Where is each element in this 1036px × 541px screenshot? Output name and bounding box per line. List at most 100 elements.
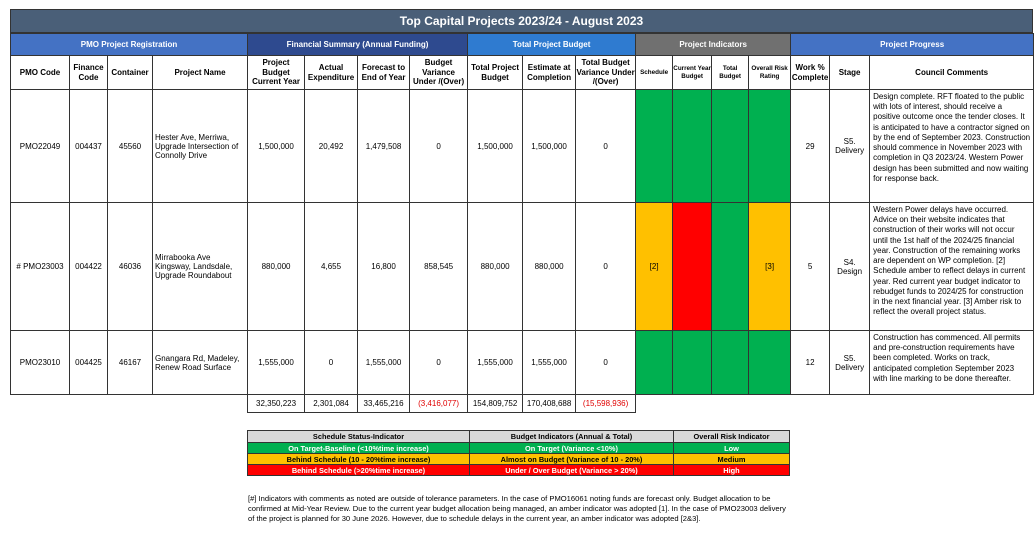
actual-expenditure-cell: 4,655 xyxy=(304,202,359,331)
project-name-cell: Hester Ave, Merriwa, Upgrade Intersectio… xyxy=(151,89,249,203)
col-schedule: Schedule xyxy=(635,55,674,90)
pmo-code-cell: PMO22049 xyxy=(10,89,70,203)
pmo-code-cell: PMO23010 xyxy=(10,330,70,395)
current-year-budget-indicator xyxy=(672,202,713,331)
legend-schedule-amber: Behind Schedule (10 - 20%time increase) xyxy=(247,453,470,465)
report-title: Top Capital Projects 2023/24 - August 20… xyxy=(10,9,1033,33)
total-project-budget-sum: 32,350,223 xyxy=(247,394,306,413)
work-complete-cell: 5 xyxy=(790,202,831,331)
legend-schedule-red: Behind Schedule (>20%time increase) xyxy=(247,464,470,476)
total-total-project-budget-sum: 154,809,752 xyxy=(467,394,524,413)
legend-header-budget: Budget Indicators (Annual & Total) xyxy=(469,430,674,443)
estimate-completion-cell: 1,555,000 xyxy=(522,330,577,395)
legend-schedule-green: On Target-Baseline (<10%time increase) xyxy=(247,442,470,454)
schedule-indicator xyxy=(635,330,674,395)
legend-risk-low: Low xyxy=(673,442,790,454)
footnote: [#] Indicators with comments as noted ar… xyxy=(248,494,786,523)
total-actual-expenditure-sum: 2,301,084 xyxy=(304,394,359,413)
col-total-budget-variance: Total Budget Variance Under /(Over) xyxy=(575,55,637,90)
col-budget-variance: Budget Variance Under /(Over) xyxy=(409,55,469,90)
overall-risk-indicator xyxy=(748,330,792,395)
col-pmo-code: PMO Code xyxy=(10,55,70,90)
project-budget-cell: 880,000 xyxy=(247,202,306,331)
council-comment-cell: Design complete. RFT floated to the publ… xyxy=(869,89,1035,203)
col-container: Container xyxy=(107,55,153,90)
total-total-budget-variance-sum: (15,598,936) xyxy=(575,394,637,413)
project-budget-cell: 1,500,000 xyxy=(247,89,306,203)
total-project-budget-cell: 880,000 xyxy=(467,202,524,331)
pmo-code-cell: # PMO23003 xyxy=(10,202,70,331)
group-financial-summary: Financial Summary (Annual Funding) xyxy=(247,33,469,56)
estimate-completion-cell: 880,000 xyxy=(522,202,577,331)
totals-row: 32,350,223 2,301,084 33,465,216 (3,416,0… xyxy=(11,394,1034,413)
stage-cell: S5. Delivery xyxy=(829,89,871,203)
total-project-budget-cell: 1,555,000 xyxy=(467,330,524,395)
total-budget-variance-cell: 0 xyxy=(575,330,637,395)
estimate-completion-cell: 1,500,000 xyxy=(522,89,577,203)
finance-code-cell: 004425 xyxy=(69,330,108,395)
total-budget-indicator xyxy=(711,330,750,395)
legend-budget-amber: Almost on Budget (Variance of 10 - 20%) xyxy=(469,453,674,465)
total-budget-variance-cell: 0 xyxy=(575,202,637,331)
total-estimate-completion-sum: 170,408,688 xyxy=(522,394,577,413)
work-complete-cell: 29 xyxy=(790,89,831,203)
container-cell: 46036 xyxy=(107,202,153,331)
current-year-budget-indicator xyxy=(672,330,713,395)
budget-variance-cell: 0 xyxy=(409,89,469,203)
stage-cell: S4. Design xyxy=(829,202,871,331)
total-forecast-sum: 33,465,216 xyxy=(357,394,411,413)
overall-risk-indicator: [3] xyxy=(748,202,792,331)
table-row: # PMO23003 004422 46036 Mirrabooka Ave K… xyxy=(10,202,1035,331)
total-budget-variance-cell: 0 xyxy=(575,89,637,203)
legend-header-risk: Overall Risk Indicator xyxy=(673,430,790,443)
legend-risk-medium: Medium xyxy=(673,453,790,465)
group-pmo-registration: PMO Project Registration xyxy=(9,33,249,56)
actual-expenditure-cell: 0 xyxy=(304,330,359,395)
col-current-year-budget: Current Year Budget xyxy=(672,55,713,90)
col-total-project-budget: Total Project Budget xyxy=(467,55,524,90)
forecast-cell: 1,479,508 xyxy=(357,89,411,203)
budget-variance-cell: 858,545 xyxy=(409,202,469,331)
legend-risk-high: High xyxy=(673,464,790,476)
container-cell: 46167 xyxy=(107,330,153,395)
forecast-cell: 16,800 xyxy=(357,202,411,331)
schedule-indicator xyxy=(635,89,674,203)
group-project-indicators: Project Indicators xyxy=(635,33,792,56)
col-forecast: Forecast to End of Year xyxy=(357,55,411,90)
project-budget-cell: 1,555,000 xyxy=(247,330,306,395)
council-comment-cell: Construction has commenced. All permits … xyxy=(869,330,1035,395)
finance-code-cell: 004437 xyxy=(69,89,108,203)
col-project-budget: Project Budget Current Year xyxy=(247,55,306,90)
total-budget-indicator xyxy=(711,202,750,331)
col-overall-risk: Overall Risk Rating xyxy=(748,55,792,90)
col-total-budget: Total Budget xyxy=(711,55,750,90)
council-comment-cell: Western Power delays have occurred. Advi… xyxy=(869,202,1035,331)
col-stage: Stage xyxy=(829,55,871,90)
col-actual-expenditure: Actual Expenditure xyxy=(304,55,359,90)
total-project-budget-cell: 1,500,000 xyxy=(467,89,524,203)
legend-budget-green: On Target (Variance <10%) xyxy=(469,442,674,454)
col-council-comments: Council Comments xyxy=(869,55,1035,90)
forecast-cell: 1,555,000 xyxy=(357,330,411,395)
col-finance-code: Finance Code xyxy=(69,55,108,90)
stage-cell: S5. Delivery xyxy=(829,330,871,395)
col-project-name: Project Name xyxy=(151,55,249,90)
work-complete-cell: 12 xyxy=(790,330,831,395)
legend-header-schedule: Schedule Status-Indicator xyxy=(247,430,470,443)
finance-code-cell: 004422 xyxy=(69,202,108,331)
total-budget-variance-sum: (3,416,077) xyxy=(409,394,469,413)
indicator-legend: Schedule Status-Indicator Budget Indicat… xyxy=(247,430,790,476)
project-name-cell: Gnangara Rd, Madeley, Renew Road Surface xyxy=(151,330,249,395)
col-work-complete: Work % Complete xyxy=(790,55,831,90)
total-budget-indicator xyxy=(711,89,750,203)
schedule-indicator: [2] xyxy=(635,202,674,331)
current-year-budget-indicator xyxy=(672,89,713,203)
group-project-progress: Project Progress xyxy=(790,33,1035,56)
container-cell: 45560 xyxy=(107,89,153,203)
table-row: PMO22049 004437 45560 Hester Ave, Merriw… xyxy=(10,89,1035,203)
budget-variance-cell: 0 xyxy=(409,330,469,395)
capital-projects-table: PMO Project Registration Financial Summa… xyxy=(9,33,1035,413)
group-total-project-budget: Total Project Budget xyxy=(467,33,637,56)
col-estimate-completion: Estimate at Completion xyxy=(522,55,577,90)
table-row: PMO23010 004425 46167 Gnangara Rd, Madel… xyxy=(10,330,1035,395)
